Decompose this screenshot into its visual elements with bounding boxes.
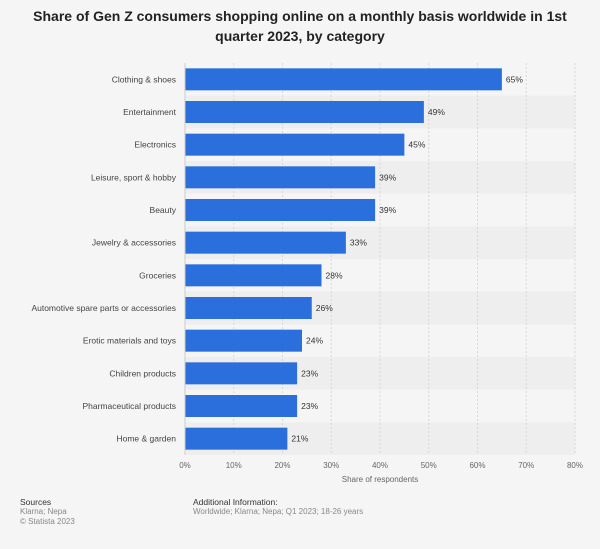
chart-title: Share of Gen Z consumers shopping online…	[33, 8, 567, 44]
category-label: Erotic materials and toys	[83, 336, 176, 346]
data-label: 24%	[306, 336, 323, 346]
sources-block: Sources Klarna; Nepa © Statista 2023	[20, 497, 75, 527]
bar	[185, 166, 376, 189]
data-label: 21%	[291, 434, 308, 444]
sources-text: Klarna; Nepa	[20, 507, 67, 516]
bar	[185, 101, 424, 123]
category-label: Electronics	[134, 140, 176, 150]
bar	[185, 199, 376, 221]
x-tick-label: 30%	[323, 461, 339, 470]
x-tick-label: 50%	[421, 461, 437, 470]
bar	[185, 231, 346, 254]
x-tick-label: 40%	[372, 461, 388, 470]
x-tick-label: 10%	[226, 461, 242, 470]
data-label: 39%	[379, 205, 396, 215]
x-axis-title: Share of respondents	[342, 475, 419, 484]
category-label: Home & garden	[116, 434, 176, 444]
sources-heading: Sources	[20, 497, 52, 507]
additional-info-text: Worldwide; Klarna; Nepa; Q1 2023; 18-26 …	[193, 507, 364, 516]
category-label: Children products	[109, 368, 176, 378]
bar	[185, 68, 502, 91]
x-tick-label: 20%	[274, 461, 290, 470]
bar	[185, 395, 298, 417]
data-label: 45%	[408, 140, 425, 150]
bar	[185, 427, 288, 450]
data-label: 23%	[301, 368, 318, 378]
bar	[185, 329, 302, 352]
bar	[185, 297, 312, 319]
x-tick-label: 70%	[518, 461, 534, 470]
data-label: 49%	[428, 107, 445, 117]
additional-info-heading: Additional Information:	[193, 497, 278, 507]
data-label: 26%	[316, 303, 333, 313]
additional-info-block: Additional Information: Worldwide; Klarn…	[193, 497, 363, 517]
x-tick-label: 60%	[469, 461, 485, 470]
bar	[185, 362, 298, 385]
data-label: 23%	[301, 401, 318, 411]
x-tick-label: 80%	[567, 461, 583, 470]
copyright-text: © Statista 2023	[20, 517, 75, 526]
bar	[185, 264, 322, 287]
category-label: Automotive spare parts or accessories	[31, 303, 176, 313]
category-label: Jewelry & accessories	[92, 238, 176, 248]
data-label: 65%	[506, 74, 523, 84]
data-label: 33%	[350, 238, 367, 248]
category-label: Entertainment	[123, 107, 177, 117]
data-label: 28%	[326, 270, 343, 280]
data-label: 39%	[379, 172, 396, 182]
category-label: Beauty	[150, 205, 177, 215]
category-label: Leisure, sport & hobby	[91, 172, 177, 182]
bar	[185, 133, 405, 156]
x-tick-label: 0%	[179, 461, 191, 470]
category-label: Pharmaceutical products	[82, 401, 176, 411]
category-label: Clothing & shoes	[112, 74, 176, 84]
category-label: Groceries	[139, 270, 176, 280]
